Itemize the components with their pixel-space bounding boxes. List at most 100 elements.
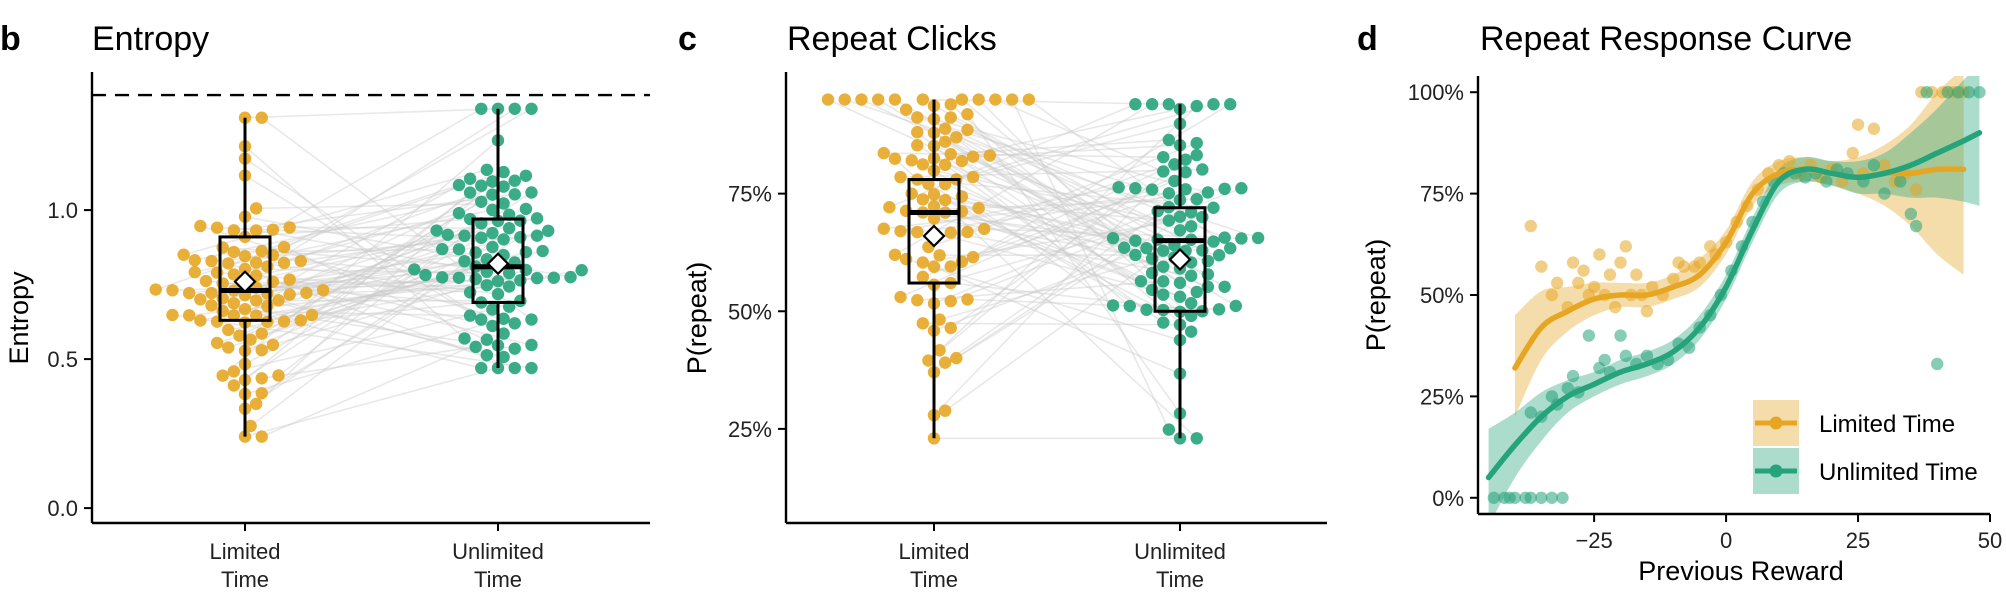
pair-line bbox=[955, 211, 1192, 359]
x-tick-label: Limited bbox=[210, 539, 281, 564]
limited-point bbox=[961, 108, 974, 121]
pair-line bbox=[944, 206, 1170, 364]
limited-point bbox=[916, 158, 930, 171]
unlimited-point bbox=[1894, 175, 1907, 188]
unlimited-point bbox=[1118, 241, 1131, 254]
response-curve-xlabel: Previous Reward bbox=[1638, 556, 1844, 586]
unlimited-point bbox=[1129, 98, 1142, 111]
limited-point bbox=[1609, 300, 1622, 314]
pair-line bbox=[256, 261, 499, 295]
unlimited-point bbox=[1920, 86, 1933, 99]
unlimited-point bbox=[1566, 369, 1580, 383]
unlimited-point bbox=[497, 233, 510, 246]
unlimited-point bbox=[1157, 260, 1170, 273]
unlimited-point bbox=[1224, 242, 1237, 255]
unlimited-point bbox=[1224, 98, 1237, 111]
limited-point bbox=[205, 299, 218, 312]
limited-point bbox=[872, 93, 885, 106]
limited-point bbox=[294, 314, 307, 327]
pair-line bbox=[922, 322, 1181, 326]
limited-point bbox=[927, 260, 941, 273]
unlimited-point bbox=[508, 317, 521, 330]
limited-point bbox=[1783, 154, 1796, 168]
repeat-clicks-ylabel: P(repeat) bbox=[682, 262, 712, 375]
pair-line bbox=[283, 175, 527, 264]
unlimited-point bbox=[469, 272, 482, 286]
x-tick-label: Time bbox=[910, 567, 958, 592]
limited-point bbox=[938, 193, 952, 207]
pair-line bbox=[261, 229, 438, 351]
pair-line bbox=[244, 174, 482, 321]
unlimited-point bbox=[1162, 98, 1176, 111]
limited-point bbox=[911, 125, 924, 139]
pair-line bbox=[233, 308, 493, 373]
limited-point bbox=[238, 262, 252, 276]
unlimited-point bbox=[1201, 186, 1215, 199]
limited-point bbox=[972, 93, 985, 106]
unlimited-point bbox=[1196, 210, 1209, 224]
pair-line bbox=[933, 210, 1158, 305]
unlimited-point bbox=[1184, 309, 1198, 323]
unlimited-point bbox=[1218, 231, 1231, 244]
pair-line bbox=[300, 301, 482, 322]
pair-line bbox=[222, 310, 471, 317]
box-iqr bbox=[1153, 206, 1207, 313]
legend-label: Unlimited Time bbox=[1819, 459, 1978, 486]
limited-point bbox=[916, 193, 930, 206]
unlimited-point bbox=[469, 246, 482, 259]
limited-point bbox=[261, 299, 274, 313]
pair-line bbox=[244, 237, 482, 365]
y-tick-label: 0.0 bbox=[47, 496, 78, 521]
limited-point bbox=[194, 219, 207, 233]
pair-line bbox=[916, 131, 1131, 307]
pair-line bbox=[283, 246, 499, 347]
limited-point bbox=[194, 314, 207, 327]
limited-point bbox=[188, 254, 201, 267]
limited-point bbox=[944, 260, 957, 273]
limited-point bbox=[916, 270, 930, 284]
pair-line bbox=[266, 178, 471, 295]
pair-line bbox=[950, 188, 1186, 268]
unlimited-point bbox=[1157, 288, 1170, 301]
response-curve-title: Repeat Response Curve bbox=[1480, 20, 1852, 58]
unlimited-point bbox=[480, 163, 494, 177]
unlimited-point bbox=[1941, 86, 1954, 99]
pair-line bbox=[255, 180, 493, 405]
unlimited-point bbox=[1614, 329, 1627, 342]
unlimited-ci-band bbox=[1488, 76, 1980, 514]
unlimited-point bbox=[519, 202, 533, 216]
limited-point bbox=[249, 309, 263, 322]
unlimited-point bbox=[525, 186, 538, 199]
unlimited-point bbox=[514, 231, 527, 244]
limited-point bbox=[216, 292, 229, 305]
unlimited-point bbox=[1184, 296, 1198, 310]
unlimited-point bbox=[491, 287, 505, 301]
unlimited-point bbox=[542, 224, 555, 238]
limited-point bbox=[938, 158, 952, 172]
unlimited-point bbox=[1867, 159, 1881, 172]
limited-point bbox=[283, 288, 296, 301]
legend-dot bbox=[1769, 416, 1783, 430]
limited-point bbox=[877, 146, 890, 160]
pair-line bbox=[917, 280, 1164, 302]
limited-point bbox=[1619, 240, 1632, 253]
limited-point bbox=[933, 313, 946, 326]
limited-point bbox=[194, 293, 207, 306]
limited-point bbox=[183, 309, 196, 322]
unlimited-point bbox=[458, 254, 471, 268]
unlimited-point bbox=[1561, 382, 1574, 395]
limited-point bbox=[933, 344, 946, 357]
unlimited-point bbox=[1129, 182, 1142, 195]
limited-point bbox=[272, 369, 285, 382]
unlimited-point bbox=[1487, 491, 1501, 504]
limited-ci-band bbox=[1514, 76, 1964, 417]
unlimited-point bbox=[1962, 86, 1976, 99]
pair-line bbox=[194, 193, 493, 262]
limited-point bbox=[911, 111, 924, 124]
limited-point bbox=[916, 93, 930, 106]
unlimited-point bbox=[1134, 275, 1148, 288]
limited-point bbox=[888, 93, 902, 106]
x-tick-label: Unlimited bbox=[1134, 539, 1226, 564]
pair-line bbox=[306, 248, 443, 294]
unlimited-fit-line bbox=[1485, 130, 1983, 481]
